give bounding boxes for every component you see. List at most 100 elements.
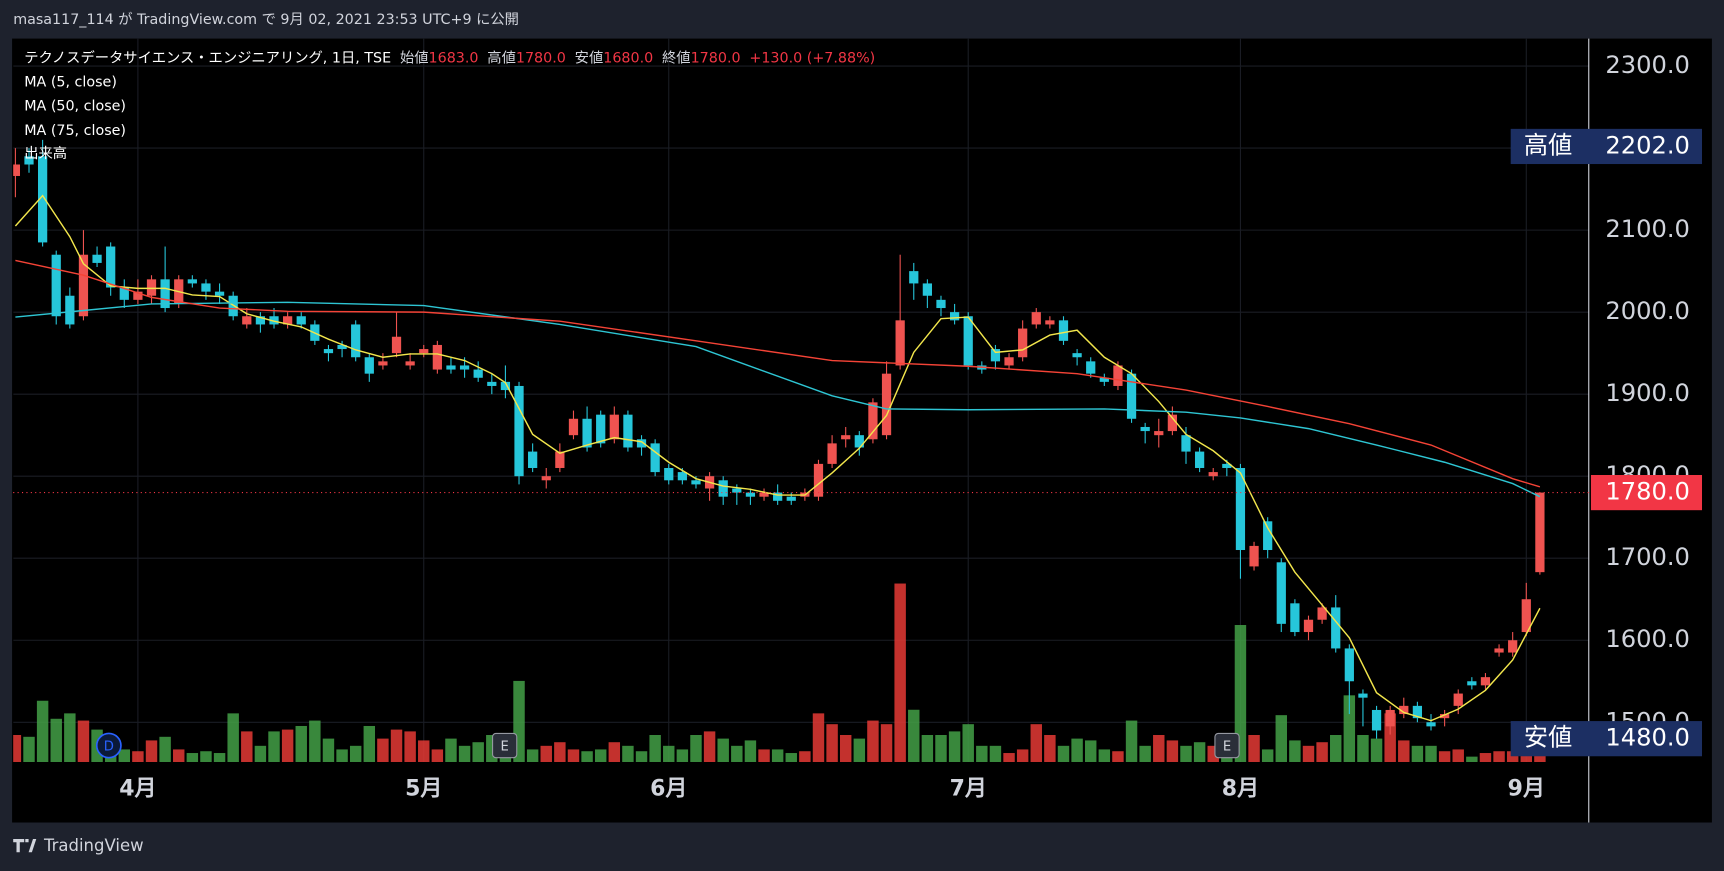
candle-body [1249,545,1259,567]
candle-body [732,488,742,493]
candle-body [1154,431,1164,436]
volume-bar [1180,745,1192,763]
candle-body [337,344,347,350]
volume-bar [390,729,403,763]
x-tick-label: 5月 [405,777,442,802]
volume-bar [1084,740,1097,763]
candle-body [37,156,48,243]
event-label: D [104,740,114,755]
candle-body [1235,467,1246,551]
volume-bar [812,713,825,763]
volume-bar [1452,749,1464,763]
volume-bar [1425,745,1437,763]
candle-body [1031,312,1041,325]
volume-bar [948,731,961,763]
candle-body [1004,357,1014,366]
volume-bar [663,745,675,763]
candle-body [1303,619,1314,633]
volume-bar [826,724,838,763]
legend-series: MA (75, close) [24,123,126,139]
header: masa117_114 が TradingView.com で 9月 02, 2… [13,11,519,28]
legend-series: MA (50, close) [24,99,126,115]
volume-bar [1411,745,1424,763]
volume-bar [77,720,90,763]
candle-body [24,156,34,165]
legend-ohlc-value: 1680.0 [603,50,653,66]
volume-bar [703,731,716,763]
price-mark-name: 高値 [1524,131,1572,159]
y-tick-label: 2100.0 [1605,215,1690,243]
candle-body [405,361,415,366]
volume-bar [771,749,784,763]
price-mark-label: 1480.0 [1605,724,1690,752]
volume-bar [50,718,62,763]
volume-bar [540,745,552,763]
volume-bar [186,753,199,763]
candle-body [391,336,402,354]
candle-body [1181,435,1191,452]
last-price-label: 1780.0 [1605,478,1690,506]
candle-body [1521,599,1531,633]
candle-body [1058,320,1069,341]
price-mark-box [1510,128,1703,165]
last-price-box [1590,475,1703,511]
price-mark-label: 2202.0 [1605,131,1690,159]
candle-body [854,435,864,448]
volume-bar [1016,749,1029,763]
candle-body [881,373,892,436]
legend-title-line: テクノスデータサイエンス・エンジニアリング, 1日, TSE 始値1683.0 高値… [24,48,875,66]
volume-bar [1044,735,1056,763]
x-tick-label: 8月 [1222,777,1259,802]
candle-body [949,312,960,321]
candle-body [255,316,266,325]
candle-body [786,496,796,501]
ma-line [14,194,1541,722]
volume-bar [241,731,253,763]
volume-bar [867,720,879,763]
candle-body [1508,640,1518,653]
volume-bar [785,753,797,763]
volume-bar [431,749,444,763]
candle-body [1344,648,1354,682]
volume-bar [445,738,457,763]
volume-bar [1193,742,1206,763]
legend-ohlc-value: 1780.0 [516,50,566,66]
candle-body [1140,426,1150,432]
candle-body [1018,328,1028,358]
candle-body [323,349,334,354]
candle-body [1263,521,1273,551]
volume-bar [581,751,593,763]
candle-body [1099,377,1109,382]
x-tick-label: 6月 [650,777,687,802]
volume-bar [758,749,770,763]
volume-bar [1330,735,1342,763]
candle-body [541,476,551,481]
candle-body [419,349,429,354]
event-icon [1214,732,1240,759]
candle-body [1290,603,1300,633]
candle-body [1222,463,1232,468]
volume-bar [377,738,389,763]
volume-bar [717,738,729,763]
volume-bar [690,735,702,763]
logo [13,839,37,853]
candle-body [160,279,170,309]
volume-bar [309,720,321,763]
candle-body [813,463,824,497]
legend-ohlc-label: 終値 [662,49,691,66]
y-tick-label: 2300.0 [1605,51,1690,79]
volume-bar [200,751,212,763]
candle-body [1480,677,1491,686]
volume-bar [1112,751,1124,763]
candle-body [568,418,579,436]
volume-bar [744,740,757,763]
candle-body [759,492,769,497]
price-mark-box [1510,721,1703,757]
candle-body [432,344,442,370]
volume-bar [1302,745,1315,763]
candle-body [609,414,619,440]
volume-bar [213,753,226,763]
candle-body [1072,353,1082,358]
candle-body [1385,709,1395,727]
volume-bar [962,724,974,763]
